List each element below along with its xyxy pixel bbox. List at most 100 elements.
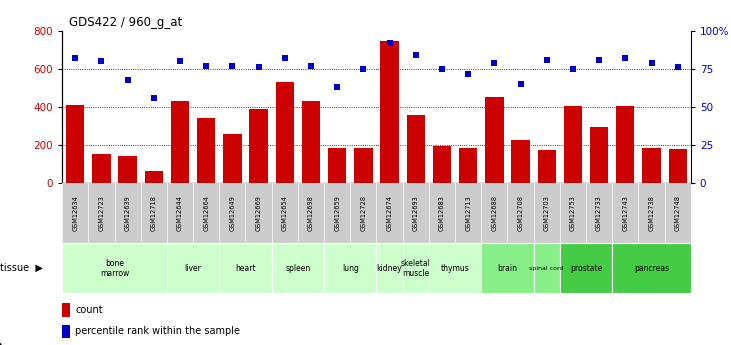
Text: GSM12674: GSM12674	[387, 195, 393, 231]
Text: tissue  ▶: tissue ▶	[0, 263, 43, 273]
Point	[462, 71, 474, 76]
Text: GSM12688: GSM12688	[491, 195, 497, 231]
Text: GSM12728: GSM12728	[360, 195, 366, 231]
Text: count: count	[75, 305, 103, 315]
Bar	[302, 101, 320, 183]
Point	[357, 66, 369, 72]
Bar	[564, 106, 582, 183]
Text: GSM12659: GSM12659	[334, 195, 340, 231]
Text: GSM12748: GSM12748	[675, 195, 681, 231]
Bar	[537, 150, 556, 183]
Point	[279, 56, 291, 61]
Bar	[66, 105, 84, 183]
Bar	[197, 118, 216, 183]
Bar	[376, 243, 403, 293]
Bar	[643, 148, 661, 183]
Bar	[219, 243, 272, 293]
Text: GSM12738: GSM12738	[648, 195, 654, 231]
Point	[410, 52, 422, 58]
Text: GDS422 / 960_g_at: GDS422 / 960_g_at	[69, 16, 183, 29]
Bar	[92, 155, 110, 183]
Bar	[355, 148, 373, 183]
Point	[122, 77, 134, 82]
Point	[331, 85, 343, 90]
Bar	[276, 82, 294, 183]
Text: GSM12733: GSM12733	[596, 195, 602, 231]
Text: bone
marrow: bone marrow	[100, 258, 129, 278]
Bar	[223, 135, 241, 183]
Text: brain: brain	[497, 264, 518, 273]
Text: heart: heart	[235, 264, 256, 273]
Bar	[171, 101, 189, 183]
Text: GSM12723: GSM12723	[99, 195, 105, 231]
Text: GSM12743: GSM12743	[622, 195, 629, 231]
Text: GSM12703: GSM12703	[544, 195, 550, 231]
Text: GSM12649: GSM12649	[230, 195, 235, 231]
Text: prostate: prostate	[570, 264, 602, 273]
Text: GSM12634: GSM12634	[72, 195, 78, 231]
Point	[96, 59, 107, 64]
Text: GSM12669: GSM12669	[256, 195, 262, 231]
Point	[436, 66, 448, 72]
Text: GSM12683: GSM12683	[439, 195, 445, 231]
Text: GSM12639: GSM12639	[124, 195, 131, 231]
Text: lung: lung	[342, 264, 359, 273]
Bar	[328, 148, 346, 183]
Point	[645, 60, 657, 66]
Text: spleen: spleen	[285, 264, 311, 273]
Text: GSM12718: GSM12718	[151, 195, 157, 231]
Point	[174, 59, 186, 64]
Text: thymus: thymus	[441, 264, 469, 273]
Bar	[481, 243, 534, 293]
Bar	[118, 156, 137, 183]
Text: GSM12654: GSM12654	[281, 195, 288, 231]
Bar	[167, 243, 219, 293]
Text: liver: liver	[185, 264, 202, 273]
Bar	[406, 115, 425, 183]
Bar	[534, 243, 560, 293]
Point	[567, 66, 579, 72]
Text: GSM12713: GSM12713	[465, 195, 471, 231]
Bar	[272, 243, 324, 293]
Text: GSM12693: GSM12693	[413, 195, 419, 231]
Bar	[616, 106, 635, 183]
Point	[488, 60, 500, 66]
Point	[305, 63, 317, 69]
Point	[148, 95, 159, 101]
Bar	[590, 127, 608, 183]
Point	[227, 63, 238, 69]
Text: skeletal
muscle: skeletal muscle	[401, 258, 431, 278]
Bar	[145, 170, 163, 183]
Bar	[62, 243, 167, 293]
Text: GSM12644: GSM12644	[177, 195, 183, 231]
Text: GSM12753: GSM12753	[570, 195, 576, 231]
Text: GSM12698: GSM12698	[308, 195, 314, 231]
Bar	[560, 243, 612, 293]
Point	[253, 65, 265, 70]
Text: pancreas: pancreas	[634, 264, 669, 273]
Text: percentile rank within the sample: percentile rank within the sample	[75, 326, 240, 336]
Point	[200, 63, 212, 69]
Text: kidney: kidney	[376, 264, 402, 273]
Bar	[249, 109, 268, 183]
Text: spinal cord: spinal cord	[529, 266, 564, 271]
Point	[619, 56, 631, 61]
Bar	[62, 325, 70, 338]
Bar	[459, 148, 477, 183]
Bar	[429, 243, 481, 293]
Point	[515, 81, 526, 87]
Point	[541, 57, 553, 63]
Point	[69, 56, 81, 61]
Point	[384, 40, 395, 46]
Bar	[62, 304, 70, 317]
Bar	[403, 243, 429, 293]
Bar	[512, 140, 530, 183]
Bar	[485, 97, 504, 183]
Bar	[433, 146, 451, 183]
Text: GSM12708: GSM12708	[518, 195, 523, 231]
Bar	[612, 243, 691, 293]
Bar	[669, 149, 687, 183]
Text: GSM12664: GSM12664	[203, 195, 209, 231]
Point	[594, 57, 605, 63]
Bar	[324, 243, 376, 293]
